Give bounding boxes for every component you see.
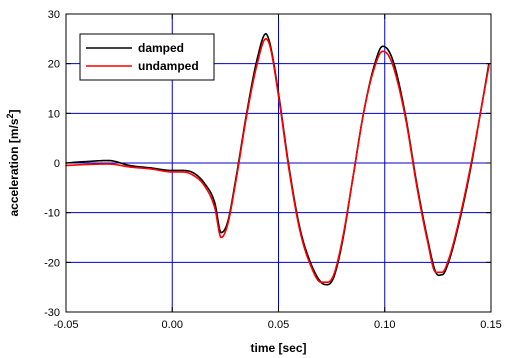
data-point-undamped [341, 239, 344, 241]
data-point-undamped [245, 115, 248, 117]
series [65, 33, 490, 286]
data-point-undamped [288, 169, 290, 172]
data-point-undamped [405, 119, 407, 122]
data-point-undamped [213, 206, 216, 209]
y-tick-label: -20 [44, 257, 60, 269]
data-point-damped [213, 201, 216, 204]
y-tick-label: 0 [54, 158, 60, 170]
data-point-undamped [362, 112, 365, 115]
data-point-undamped [309, 264, 312, 266]
data-point-undamped [226, 224, 229, 226]
legend: damped undamped [79, 33, 215, 81]
data-point-undamped [320, 281, 322, 284]
y-axis-title: acceleration [m/s2] [5, 109, 21, 216]
data-point-undamped [192, 174, 195, 177]
data-point-damped [192, 172, 195, 174]
data-point-damped [488, 62, 490, 65]
data-point-undamped [352, 177, 354, 179]
y-tick-label: -10 [44, 208, 60, 220]
y-tick-label: 20 [48, 59, 60, 71]
data-point-undamped [488, 65, 490, 67]
y-axis-title-close: ] [7, 109, 21, 113]
data-point-damped [326, 283, 329, 286]
data-point-damped [394, 67, 397, 70]
legend-label-undamped: undamped [138, 59, 199, 73]
y-axis-title-main: acceleration [m/s [7, 118, 21, 216]
data-point-undamped [388, 55, 390, 58]
data-point-damped [182, 169, 184, 172]
data-point-undamped [264, 38, 267, 40]
tick-labels: -0.05 0.00 0.05 0.10 0.15 -30 -20 -10 0 10 20 30 [44, 9, 502, 331]
data-point-undamped [415, 184, 418, 187]
data-point-damped [381, 45, 384, 48]
data-point-undamped [298, 229, 301, 231]
y-tick-label: 30 [48, 9, 60, 21]
data-point-undamped [182, 171, 184, 173]
data-point-damped [107, 159, 110, 162]
x-axis-title: time [sec] [250, 341, 306, 355]
data-point-damped [388, 50, 390, 53]
y-tick-label: -30 [44, 307, 60, 319]
data-point-undamped [269, 45, 271, 48]
y-axis-title-sup: 2 [5, 113, 15, 118]
data-point-undamped [256, 62, 259, 65]
x-tick-label: -0.05 [53, 319, 78, 331]
data-point-damped [86, 160, 89, 163]
x-tick-label: 0.00 [162, 319, 183, 331]
data-point-damped [441, 273, 443, 276]
data-point-damped [220, 231, 222, 234]
data-point-undamped [277, 95, 280, 97]
y-tick-label: 10 [48, 108, 60, 120]
data-point-undamped [203, 184, 205, 187]
data-point-damped [171, 169, 174, 172]
data-point-undamped [394, 72, 397, 75]
x-tick-label: 0.10 [374, 319, 395, 331]
data-point-undamped [107, 163, 110, 165]
data-point-undamped [150, 168, 152, 170]
x-tick-label: 0.15 [480, 319, 501, 331]
data-point-undamped [235, 179, 237, 182]
data-point-undamped [468, 169, 471, 172]
data-point-damped [128, 164, 131, 167]
legend-label-damped: damped [138, 41, 184, 55]
data-point-undamped [86, 163, 89, 166]
data-point-undamped [441, 271, 443, 274]
data-point-undamped [426, 239, 429, 241]
data-point-undamped [326, 281, 329, 284]
data-point-undamped [434, 271, 437, 274]
plot-frame [65, 13, 492, 313]
data-point-undamped [128, 166, 131, 168]
data-point-damped [203, 182, 205, 184]
legend-box [79, 33, 215, 81]
data-point-undamped [220, 236, 222, 239]
x-tick-label: 0.05 [268, 319, 289, 331]
data-point-damped [264, 33, 267, 35]
data-point-undamped [381, 50, 384, 53]
data-point-undamped [447, 259, 450, 261]
data-point-undamped [373, 67, 375, 70]
data-point-undamped [332, 273, 335, 276]
data-point-undamped [458, 219, 460, 221]
data-point-undamped [479, 112, 482, 115]
data-point-undamped [171, 171, 174, 173]
